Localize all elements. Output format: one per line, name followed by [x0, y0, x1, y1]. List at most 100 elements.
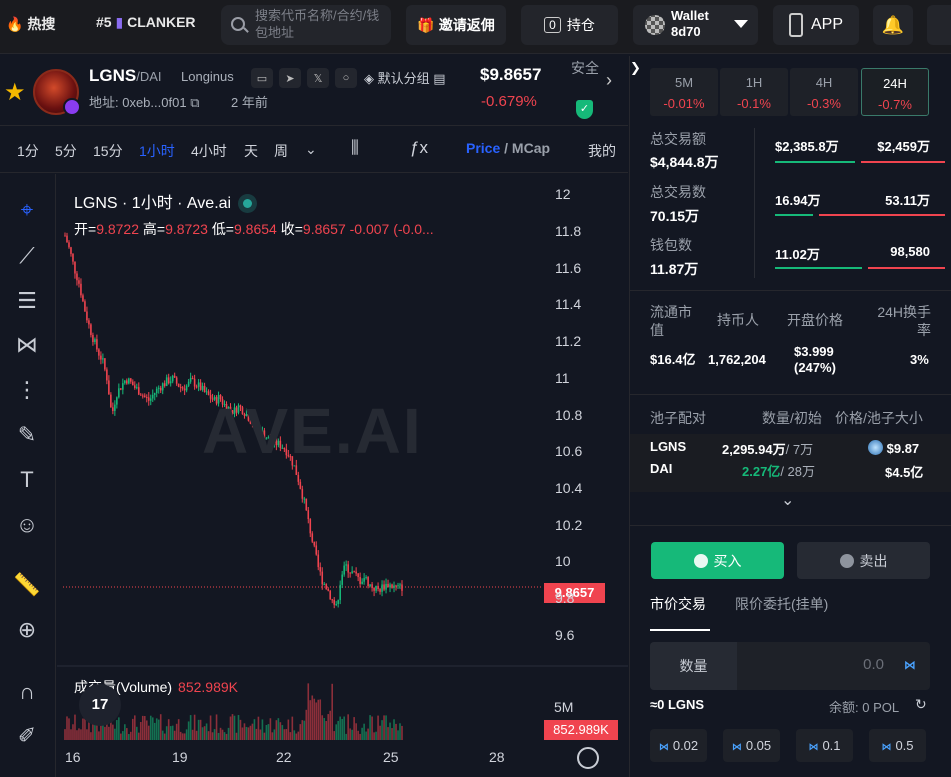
volume-bar	[147, 725, 150, 740]
volume-bar	[183, 733, 186, 740]
my-layouts-button[interactable]: 我的	[588, 143, 616, 159]
prediction-icon[interactable]: ⋮	[16, 377, 38, 402]
group-selector[interactable]: ◈ 默认分组 ▤	[364, 71, 446, 86]
lock-drawing-icon[interactable]: ✐	[17, 723, 37, 748]
hot-search-label[interactable]: 🔥 热搜	[6, 16, 56, 32]
invite-button[interactable]: 🎁 邀请返佣	[406, 5, 506, 45]
ruler-icon[interactable]: 📏	[13, 572, 41, 597]
candlestick-chart[interactable]	[57, 174, 628, 777]
candle-body	[257, 428, 260, 430]
candle-body	[241, 407, 244, 415]
copy-icon[interactable]: ⧉	[190, 95, 200, 110]
refresh-icon[interactable]: ↻	[915, 696, 927, 712]
candle-body	[80, 283, 82, 296]
contract-address[interactable]: 地址: 0xeb...0f01 ⧉	[89, 95, 200, 110]
volume-bar	[207, 731, 210, 740]
tab-limit-order[interactable]: 限价委托(挂单)	[735, 596, 829, 612]
price-tick: 10.2	[555, 516, 583, 533]
sell-button[interactable]: 卖出	[797, 542, 930, 579]
token-unit-icon[interactable]: ⋈	[904, 658, 916, 672]
comment-icon[interactable]: ▤	[433, 71, 446, 86]
stats-tf-5m[interactable]: 5M -0.01%	[650, 68, 718, 116]
stats-tf-4h[interactable]: 4H -0.3%	[790, 68, 858, 116]
tf-5m[interactable]: 5分	[55, 143, 77, 159]
candle-body	[235, 407, 238, 413]
indicators-icon[interactable]: ƒx	[410, 138, 428, 157]
collapse-panel-icon[interactable]: ❯	[630, 60, 641, 75]
candle-body	[203, 385, 206, 392]
wallet-button[interactable]: Wallet 8d70	[633, 5, 758, 45]
favorite-star-icon[interactable]: ★	[4, 79, 26, 106]
date-tick: 28	[489, 749, 505, 765]
tab-market-order[interactable]: 市价交易	[650, 596, 706, 612]
candlestick-icon[interactable]: ⫼	[351, 138, 359, 157]
volume-bar	[251, 723, 254, 740]
tf-1m[interactable]: 1分	[17, 143, 39, 159]
amount-preset-1[interactable]: ⋈ 0.05	[723, 729, 780, 762]
candle-body	[64, 235, 66, 237]
tf-15m[interactable]: 15分	[93, 143, 123, 159]
amount-preset-3[interactable]: ⋈ 0.5	[869, 729, 926, 762]
tf-4h[interactable]: 4小时	[191, 143, 227, 159]
search-icon[interactable]: ○	[335, 68, 357, 88]
candle-body	[253, 421, 256, 425]
chevron-right-icon[interactable]: ›	[606, 70, 612, 90]
crosshair-icon[interactable]: ⌖	[20, 197, 34, 222]
candle-body	[131, 381, 134, 386]
more-menu-button[interactable]	[927, 5, 951, 45]
wallet-count-label: 钱包数	[650, 237, 692, 253]
candle-body	[395, 585, 397, 587]
quantity-input[interactable]: 数量 0.0 ⋈	[650, 642, 930, 690]
volume-bar	[163, 733, 166, 740]
amount-preset-2[interactable]: ⋈ 0.1	[796, 729, 853, 762]
notification-button[interactable]: 🔔	[873, 5, 913, 45]
volume-bar	[367, 728, 369, 740]
candle-body	[177, 383, 180, 387]
candle-body	[267, 437, 270, 439]
fib-lines-icon[interactable]: ☰	[17, 288, 37, 313]
expand-pools-icon[interactable]: ⌄	[781, 492, 795, 509]
amount-preset-0[interactable]: ⋈ 0.02	[650, 729, 707, 762]
holdings-button[interactable]: 0 持仓	[521, 5, 618, 45]
candle-body	[381, 584, 383, 592]
app-download-button[interactable]: APP	[773, 5, 859, 45]
buy-tx: 16.94万	[775, 193, 821, 208]
website-icon[interactable]: ▭	[251, 68, 273, 88]
x-twitter-icon[interactable]: 𝕏	[307, 68, 329, 88]
trend-line-icon[interactable]: ⟋	[19, 243, 35, 268]
telegram-icon[interactable]: ➤	[279, 68, 301, 88]
stats-tf-1h[interactable]: 1H -0.1%	[720, 68, 788, 116]
pool-row[interactable]	[630, 434, 951, 492]
emoji-icon[interactable]: ☺	[15, 512, 39, 537]
tf-day[interactable]: 天	[244, 143, 258, 159]
candle-body	[279, 440, 282, 448]
trending-rank[interactable]: #5 ▮ CLANKER	[96, 14, 196, 30]
volume-bar	[128, 733, 130, 740]
zoom-in-icon[interactable]: ⊕	[17, 617, 37, 642]
shield-check-icon[interactable]: ✓	[576, 100, 593, 119]
tradingview-logo[interactable]: 17	[79, 684, 121, 726]
tf-week[interactable]: 周	[274, 143, 288, 159]
stats-tf-24h[interactable]: 24H -0.7%	[861, 68, 929, 116]
candle-body	[169, 381, 172, 384]
pattern-icon[interactable]: ⋈	[16, 332, 38, 357]
chevron-down-icon[interactable]: ⌄	[305, 141, 317, 157]
pool-pair-label: 池子配对	[650, 410, 706, 426]
text-icon[interactable]: T	[20, 467, 34, 492]
magnet-icon[interactable]: ∩	[19, 679, 35, 704]
volume-bar	[321, 715, 324, 740]
candle-body	[199, 382, 202, 390]
volume-bar	[287, 719, 290, 740]
settings-gear-icon[interactable]	[577, 747, 599, 769]
volume-bar	[291, 716, 294, 740]
phone-icon	[788, 13, 803, 37]
search-input[interactable]: 搜索代币名称/合约/钱包地址	[221, 5, 391, 45]
tf-1h[interactable]: 1小时	[139, 143, 175, 159]
candle-body	[353, 571, 355, 573]
price-mcap-toggle[interactable]: Price / MCap	[466, 140, 551, 156]
price-chart[interactable]: AVE.AI LGNS · 1小时 · Ave.ai 开=9.8722 高=9.…	[57, 174, 628, 777]
buy-button[interactable]: 买入	[651, 542, 784, 579]
brush-icon[interactable]: ✎	[17, 422, 37, 447]
candle-body	[167, 377, 170, 384]
candle-body	[165, 377, 168, 386]
